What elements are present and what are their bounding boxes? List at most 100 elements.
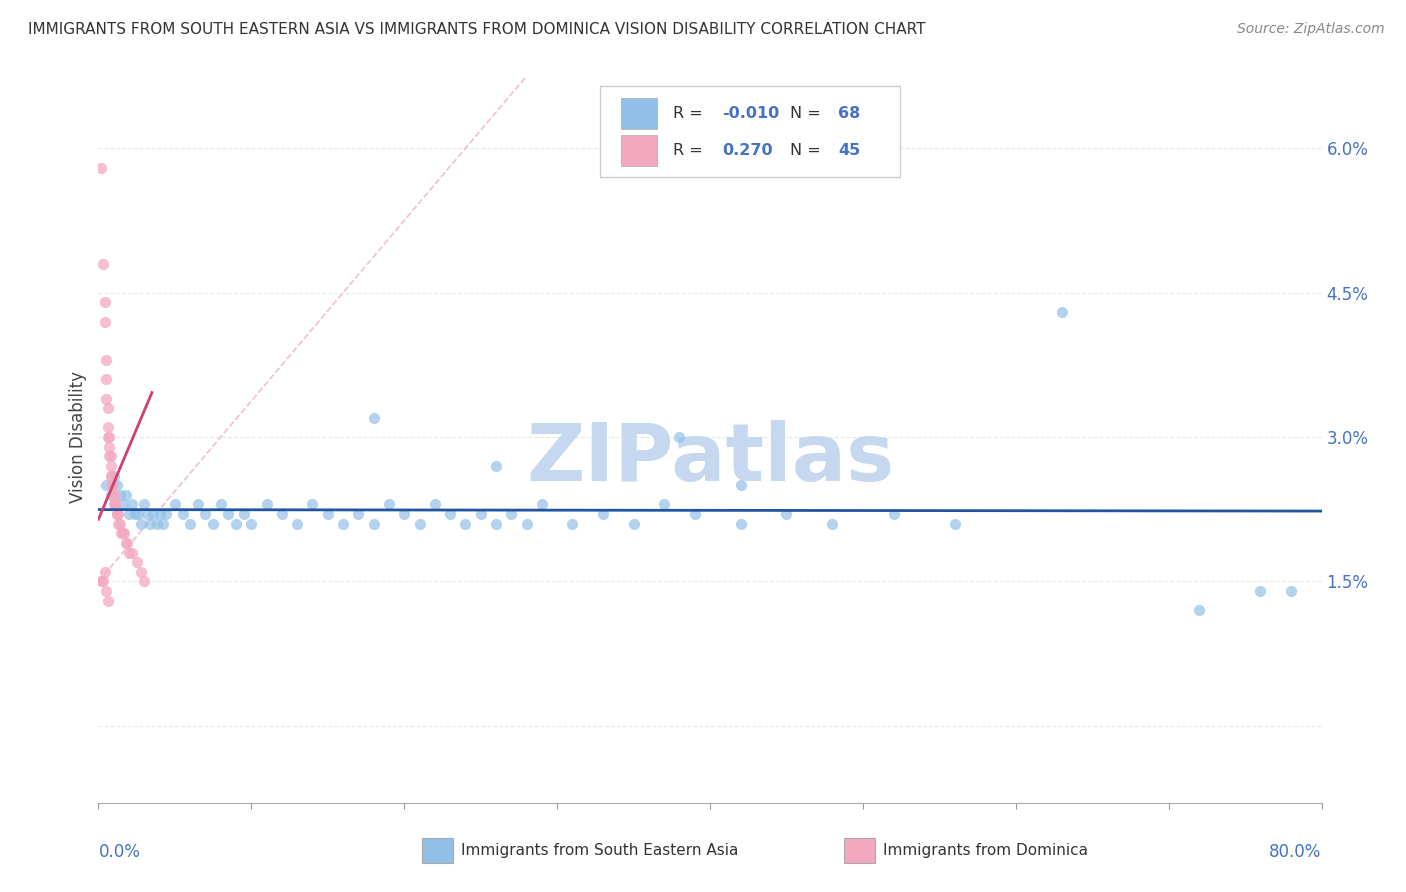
FancyBboxPatch shape bbox=[620, 135, 658, 166]
Point bbox=[225, 516, 247, 531]
Point bbox=[139, 516, 162, 531]
Point bbox=[104, 498, 127, 512]
Text: Immigrants from Dominica: Immigrants from Dominica bbox=[883, 844, 1088, 858]
Point bbox=[115, 536, 138, 550]
Point bbox=[93, 565, 115, 579]
Point bbox=[652, 498, 675, 512]
Point bbox=[112, 526, 135, 541]
Point bbox=[134, 574, 156, 589]
Point bbox=[530, 498, 553, 512]
FancyBboxPatch shape bbox=[620, 98, 658, 128]
Point bbox=[775, 507, 797, 521]
Point bbox=[668, 430, 690, 444]
Point bbox=[98, 430, 121, 444]
Point bbox=[98, 450, 121, 464]
Point bbox=[103, 488, 125, 502]
Text: 45: 45 bbox=[838, 143, 860, 158]
Point bbox=[121, 545, 143, 559]
Point bbox=[100, 488, 122, 502]
Point bbox=[1279, 584, 1302, 599]
Point bbox=[730, 516, 752, 531]
Point bbox=[103, 498, 125, 512]
Point bbox=[332, 516, 354, 531]
Point bbox=[454, 516, 477, 531]
Point bbox=[285, 516, 308, 531]
Point bbox=[187, 498, 209, 512]
Point bbox=[97, 430, 120, 444]
Point bbox=[94, 392, 117, 406]
Point bbox=[91, 257, 114, 271]
Point bbox=[104, 498, 127, 512]
Point bbox=[172, 507, 194, 521]
Point bbox=[501, 507, 523, 521]
Point bbox=[107, 516, 129, 531]
Point bbox=[316, 507, 339, 521]
Text: N =: N = bbox=[790, 105, 825, 120]
Point bbox=[592, 507, 614, 521]
Text: 0.0%: 0.0% bbox=[98, 843, 141, 861]
Point bbox=[100, 450, 122, 464]
Text: 0.270: 0.270 bbox=[723, 143, 773, 158]
Point bbox=[142, 507, 165, 521]
Point bbox=[155, 507, 177, 521]
Point bbox=[202, 516, 225, 531]
Point bbox=[136, 507, 159, 521]
Point bbox=[118, 545, 141, 559]
Point bbox=[94, 478, 117, 492]
Point bbox=[363, 410, 385, 425]
Point bbox=[623, 516, 645, 531]
Point bbox=[730, 478, 752, 492]
Text: -0.010: -0.010 bbox=[723, 105, 779, 120]
Y-axis label: Vision Disability: Vision Disability bbox=[69, 371, 87, 503]
Text: Source: ZipAtlas.com: Source: ZipAtlas.com bbox=[1237, 22, 1385, 37]
Point bbox=[121, 498, 143, 512]
Point bbox=[90, 161, 112, 175]
Point bbox=[93, 295, 115, 310]
Point bbox=[115, 488, 138, 502]
Point bbox=[163, 498, 186, 512]
Point bbox=[516, 516, 538, 531]
Point bbox=[1249, 584, 1271, 599]
Point bbox=[97, 420, 120, 434]
Point bbox=[209, 498, 232, 512]
Point bbox=[232, 507, 254, 521]
Point bbox=[439, 507, 461, 521]
Point bbox=[883, 507, 905, 521]
Point bbox=[125, 555, 148, 569]
Point bbox=[100, 458, 122, 473]
Point bbox=[118, 507, 141, 521]
Point bbox=[683, 507, 706, 521]
Point bbox=[152, 516, 174, 531]
Point bbox=[101, 478, 124, 492]
Point bbox=[149, 507, 172, 521]
Point bbox=[103, 488, 125, 502]
Point bbox=[194, 507, 217, 521]
Point bbox=[111, 526, 134, 541]
Text: Immigrants from South Eastern Asia: Immigrants from South Eastern Asia bbox=[461, 844, 738, 858]
Point bbox=[108, 488, 131, 502]
Point bbox=[94, 584, 117, 599]
Point bbox=[301, 498, 323, 512]
Point bbox=[485, 458, 508, 473]
Text: ZIPatlas: ZIPatlas bbox=[526, 420, 894, 498]
Point bbox=[91, 574, 114, 589]
Point bbox=[256, 498, 278, 512]
Point bbox=[270, 507, 292, 521]
Point bbox=[105, 507, 128, 521]
Point bbox=[94, 372, 117, 386]
Point bbox=[110, 526, 132, 541]
Point bbox=[90, 574, 112, 589]
Point bbox=[101, 478, 124, 492]
Point bbox=[392, 507, 416, 521]
Point bbox=[240, 516, 263, 531]
Point bbox=[485, 516, 508, 531]
Point bbox=[93, 315, 115, 329]
Point bbox=[363, 516, 385, 531]
Point bbox=[97, 593, 120, 607]
Point bbox=[423, 498, 446, 512]
Point bbox=[111, 498, 134, 512]
Point bbox=[105, 478, 128, 492]
Point bbox=[101, 478, 124, 492]
Point bbox=[347, 507, 370, 521]
Point bbox=[1050, 305, 1073, 319]
